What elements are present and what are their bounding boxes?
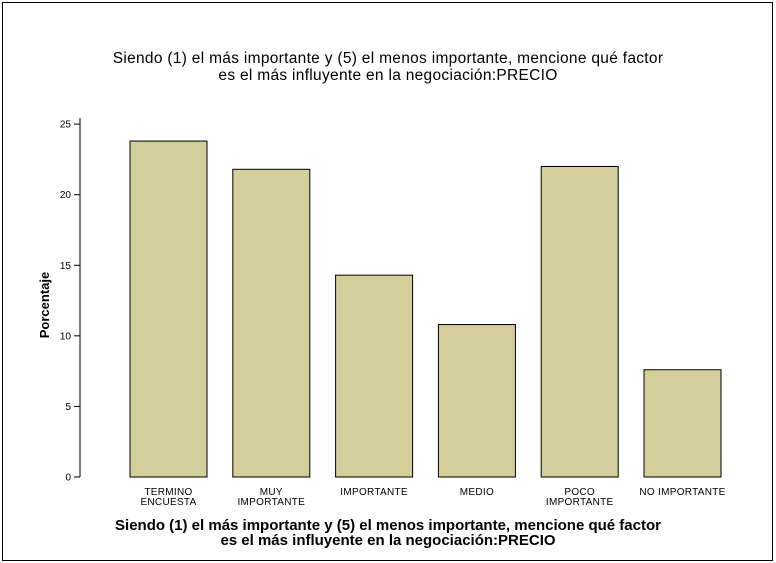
x-axis-title: Siendo (1) el más importante y (5) el me… [0, 518, 776, 548]
x-axis-title-line-1: Siendo (1) el más importante y (5) el me… [115, 517, 661, 534]
bar-2 [232, 168, 311, 478]
chart-title-line-2: es el más influyente en la negociación:P… [218, 67, 558, 84]
y-tick-label-20: 20 [60, 190, 72, 201]
bar-5 [540, 165, 619, 478]
x-tick-label-5: POCO IMPORTANTE [546, 487, 614, 508]
x-tick-label-3: IMPORTANTE [340, 487, 408, 498]
y-tick-label-0: 0 [65, 473, 71, 484]
bar-6 [643, 369, 722, 478]
x-tick-label-1: TERMINO ENCUESTA [140, 487, 196, 508]
x-tick-label-2: MUY IMPORTANTE [237, 487, 305, 508]
bar-1 [129, 140, 208, 478]
bar-3 [335, 274, 414, 478]
y-axis-label: Porcentaje [37, 272, 52, 338]
y-tick-label-10: 10 [60, 331, 72, 342]
y-tick-label-25: 25 [60, 120, 72, 131]
bar-4 [437, 324, 516, 478]
chart-title: Siendo (1) el más importante y (5) el me… [0, 50, 776, 84]
x-tick-label-4: MEDIO [460, 487, 494, 498]
y-tick-label-5: 5 [65, 402, 71, 413]
chart-title-line-1: Siendo (1) el más importante y (5) el me… [112, 50, 664, 67]
y-tick-label-15: 15 [60, 261, 72, 272]
x-axis-title-line-2: es el más influyente en la negociación:P… [220, 532, 556, 549]
x-tick-label-6: NO IMPORTANTE [639, 487, 725, 498]
